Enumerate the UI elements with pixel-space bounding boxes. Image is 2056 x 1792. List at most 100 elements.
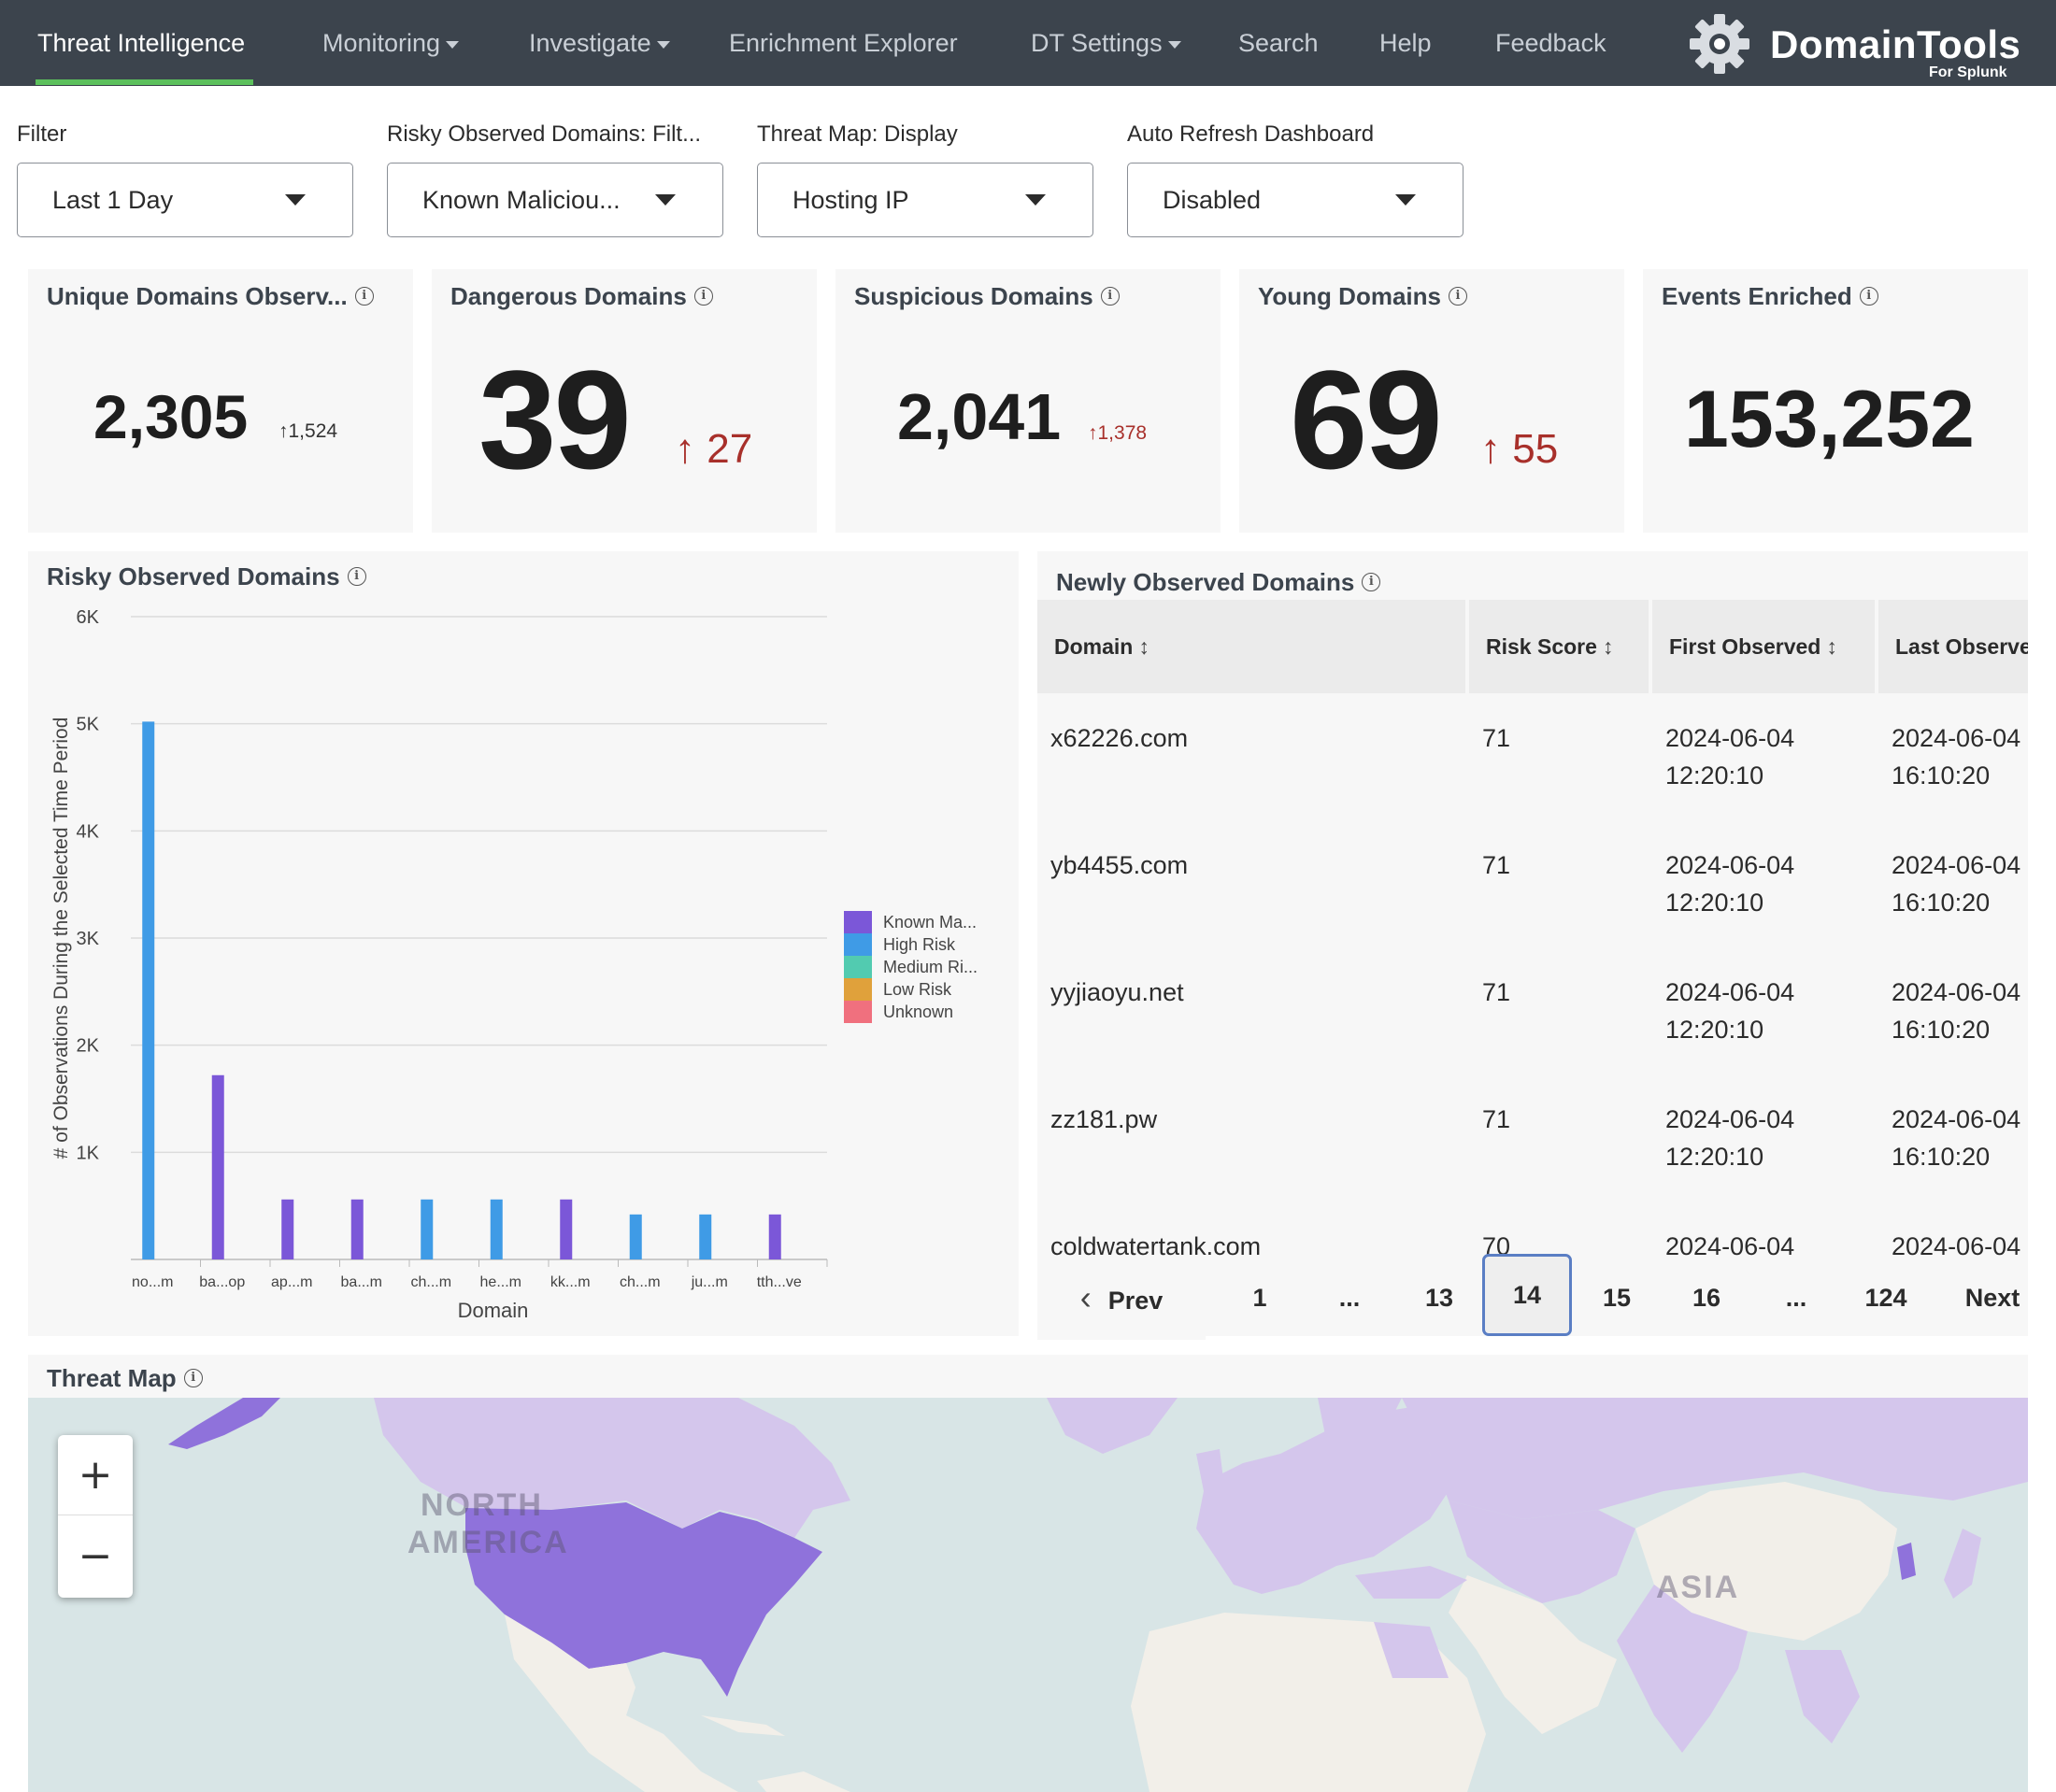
cell-domain[interactable]: yyjiaoyu.net (1050, 978, 1184, 1006)
x-tick-label: ba...m (341, 1274, 382, 1290)
map-label-north: NORTH (421, 1487, 543, 1523)
info-icon[interactable]: i (1448, 287, 1467, 306)
kpi-events-enriched: Events Enriched i 153,252 (1643, 269, 2028, 533)
kpi-title-text: Events Enriched (1662, 282, 1852, 310)
page-16[interactable]: 16 (1692, 1284, 1721, 1312)
column-header-first-observed[interactable]: First Observed ↕ (1652, 600, 1875, 693)
info-icon[interactable]: i (183, 1369, 203, 1388)
zoom-out-button[interactable]: − (78, 1532, 113, 1580)
map-region-uk (1196, 1449, 1224, 1491)
info-icon[interactable]: i (1362, 573, 1381, 592)
nav-threat-intelligence[interactable]: Threat Intelligence (37, 0, 245, 86)
chevron-left-icon: ‹ (1079, 1278, 1092, 1316)
auto-refresh-dropdown[interactable]: Disabled (1127, 163, 1463, 237)
map-region-alaska (168, 1398, 280, 1449)
nav-label: Investigate (529, 29, 651, 57)
legend-swatch (844, 1001, 872, 1023)
kpi-delta-value: 55 (1512, 426, 1559, 472)
bar (768, 1214, 781, 1259)
kpi-unique-domains: Unique Domains Observ... i 2,305 ↑1,524 (28, 269, 413, 533)
nav-investigate[interactable]: Investigate (529, 0, 670, 86)
info-icon[interactable]: i (1859, 287, 1878, 306)
map-region-egypt (1374, 1622, 1449, 1678)
x-tick-label: ap...m (271, 1274, 312, 1290)
x-tick-label: no...m (132, 1274, 173, 1290)
bar (629, 1214, 642, 1259)
cell-risk-score: 71 (1482, 851, 1511, 879)
kpi-dangerous-domains: Dangerous Domains i 39 ↑ 27 (432, 269, 817, 533)
zoom-in-button[interactable]: + (58, 1435, 133, 1515)
cell-first-time: 12:20:10 (1665, 761, 1764, 789)
map-title-text: Threat Map (47, 1364, 177, 1392)
domaintools-logo[interactable]: DomainTools For Splunk (1686, 13, 2020, 80)
map-region-central-asia (1449, 1500, 1635, 1603)
kpi-delta-value: 1,524 (288, 420, 338, 442)
table-title-text: Newly Observed Domains (1056, 568, 1355, 596)
column-label: Domain (1054, 634, 1134, 659)
bar (699, 1214, 712, 1259)
time-filter-dropdown[interactable]: Last 1 Day (17, 163, 353, 237)
page-14-current[interactable]: 14 (1482, 1254, 1572, 1336)
threat-map[interactable]: NORTH AMERICA ASIA + − (28, 1398, 2028, 1792)
pagination-next[interactable]: Next (1964, 1284, 2020, 1312)
x-tick-label: ch...m (410, 1274, 451, 1290)
kpi-title-text: Young Domains (1258, 282, 1441, 310)
map-title: Threat Map i (47, 1364, 203, 1393)
nav-search[interactable]: Search (1238, 0, 1319, 86)
kpi-title: Dangerous Domains i (450, 282, 713, 311)
map-zoom-control: + − (58, 1435, 133, 1598)
kpi-suspicious-domains: Suspicious Domains i 2,041 ↑1,378 (835, 269, 1221, 533)
gear-logo-icon (1690, 14, 1749, 74)
cell-first-time: 12:20:10 (1665, 1143, 1764, 1171)
risky-domains-filter-dropdown[interactable]: Known Maliciou... (387, 163, 723, 237)
map-region-india (1617, 1585, 1748, 1753)
column-header-domain[interactable]: Domain ↕ (1037, 600, 1465, 693)
threat-map-display-dropdown[interactable]: Hosting IP (757, 163, 1093, 237)
nav-help[interactable]: Help (1379, 0, 1432, 86)
arrow-up-icon: ↑ (1088, 422, 1098, 444)
kpi-delta: ↑1,524 (278, 420, 337, 443)
legend-label: Known Ma... (883, 913, 977, 932)
nav-monitoring[interactable]: Monitoring (322, 0, 460, 86)
nav-label: Monitoring (322, 29, 441, 57)
page-ellipsis: ... (1338, 1284, 1361, 1312)
column-header-last-observed[interactable]: Last Observe (1878, 600, 2028, 693)
kpi-title: Events Enriched i (1662, 282, 1878, 311)
map-region-canada (374, 1398, 850, 1538)
map-region-greenland (1047, 1398, 1178, 1454)
nav-dt-settings[interactable]: DT Settings (1031, 0, 1181, 86)
info-icon[interactable]: i (347, 567, 366, 587)
newly-observed-domains-panel: Newly Observed Domains i Domain ↕ Risk Sco… (1037, 551, 2028, 1336)
page-15[interactable]: 15 (1602, 1284, 1632, 1312)
column-label: Risk Score (1486, 634, 1597, 659)
y-tick-label: 4K (77, 821, 100, 842)
kpi-delta: ↑ 55 (1480, 426, 1558, 473)
logo-subtitle: For Splunk (1929, 64, 2007, 80)
nav-enrichment-explorer[interactable]: Enrichment Explorer (729, 0, 958, 86)
cell-domain[interactable]: yb4455.com (1050, 851, 1189, 879)
kpi-title: Unique Domains Observ... i (47, 282, 374, 311)
map-label-asia: ASIA (1656, 1570, 1740, 1605)
logo-name: DomainTools (1770, 22, 2021, 66)
kpi-value: 69 (1290, 341, 1443, 498)
cell-domain[interactable]: x62226.com (1050, 724, 1189, 752)
pagination-prev[interactable]: ‹ Prev (1037, 1256, 1206, 1340)
info-icon[interactable]: i (354, 287, 374, 306)
info-icon[interactable]: i (1100, 287, 1120, 306)
nav-feedback[interactable]: Feedback (1495, 0, 1606, 86)
column-label: Last Observe (1895, 634, 2028, 659)
cell-domain[interactable]: zz181.pw (1050, 1105, 1158, 1133)
page-13[interactable]: 13 (1424, 1284, 1454, 1312)
page-124[interactable]: 124 (1864, 1284, 1907, 1312)
page-ellipsis: ... (1785, 1284, 1807, 1312)
cell-first-date: 2024-06-04 (1665, 724, 1795, 752)
table-header: Domain ↕ Risk Score ↕ First Observed ↕ Last… (1037, 600, 2028, 693)
column-header-risk-score[interactable]: Risk Score ↕ (1469, 600, 1649, 693)
filter-label-threat-map: Threat Map: Display (757, 121, 958, 147)
column-label: First Observed (1669, 634, 1821, 659)
page-1[interactable]: 1 (1252, 1284, 1267, 1312)
x-tick-label: ju...m (691, 1274, 728, 1290)
arrow-up-icon: ↑ (1480, 426, 1501, 472)
cell-last-date: 2024-06-04 (1892, 1232, 2021, 1260)
info-icon[interactable]: i (693, 287, 713, 306)
